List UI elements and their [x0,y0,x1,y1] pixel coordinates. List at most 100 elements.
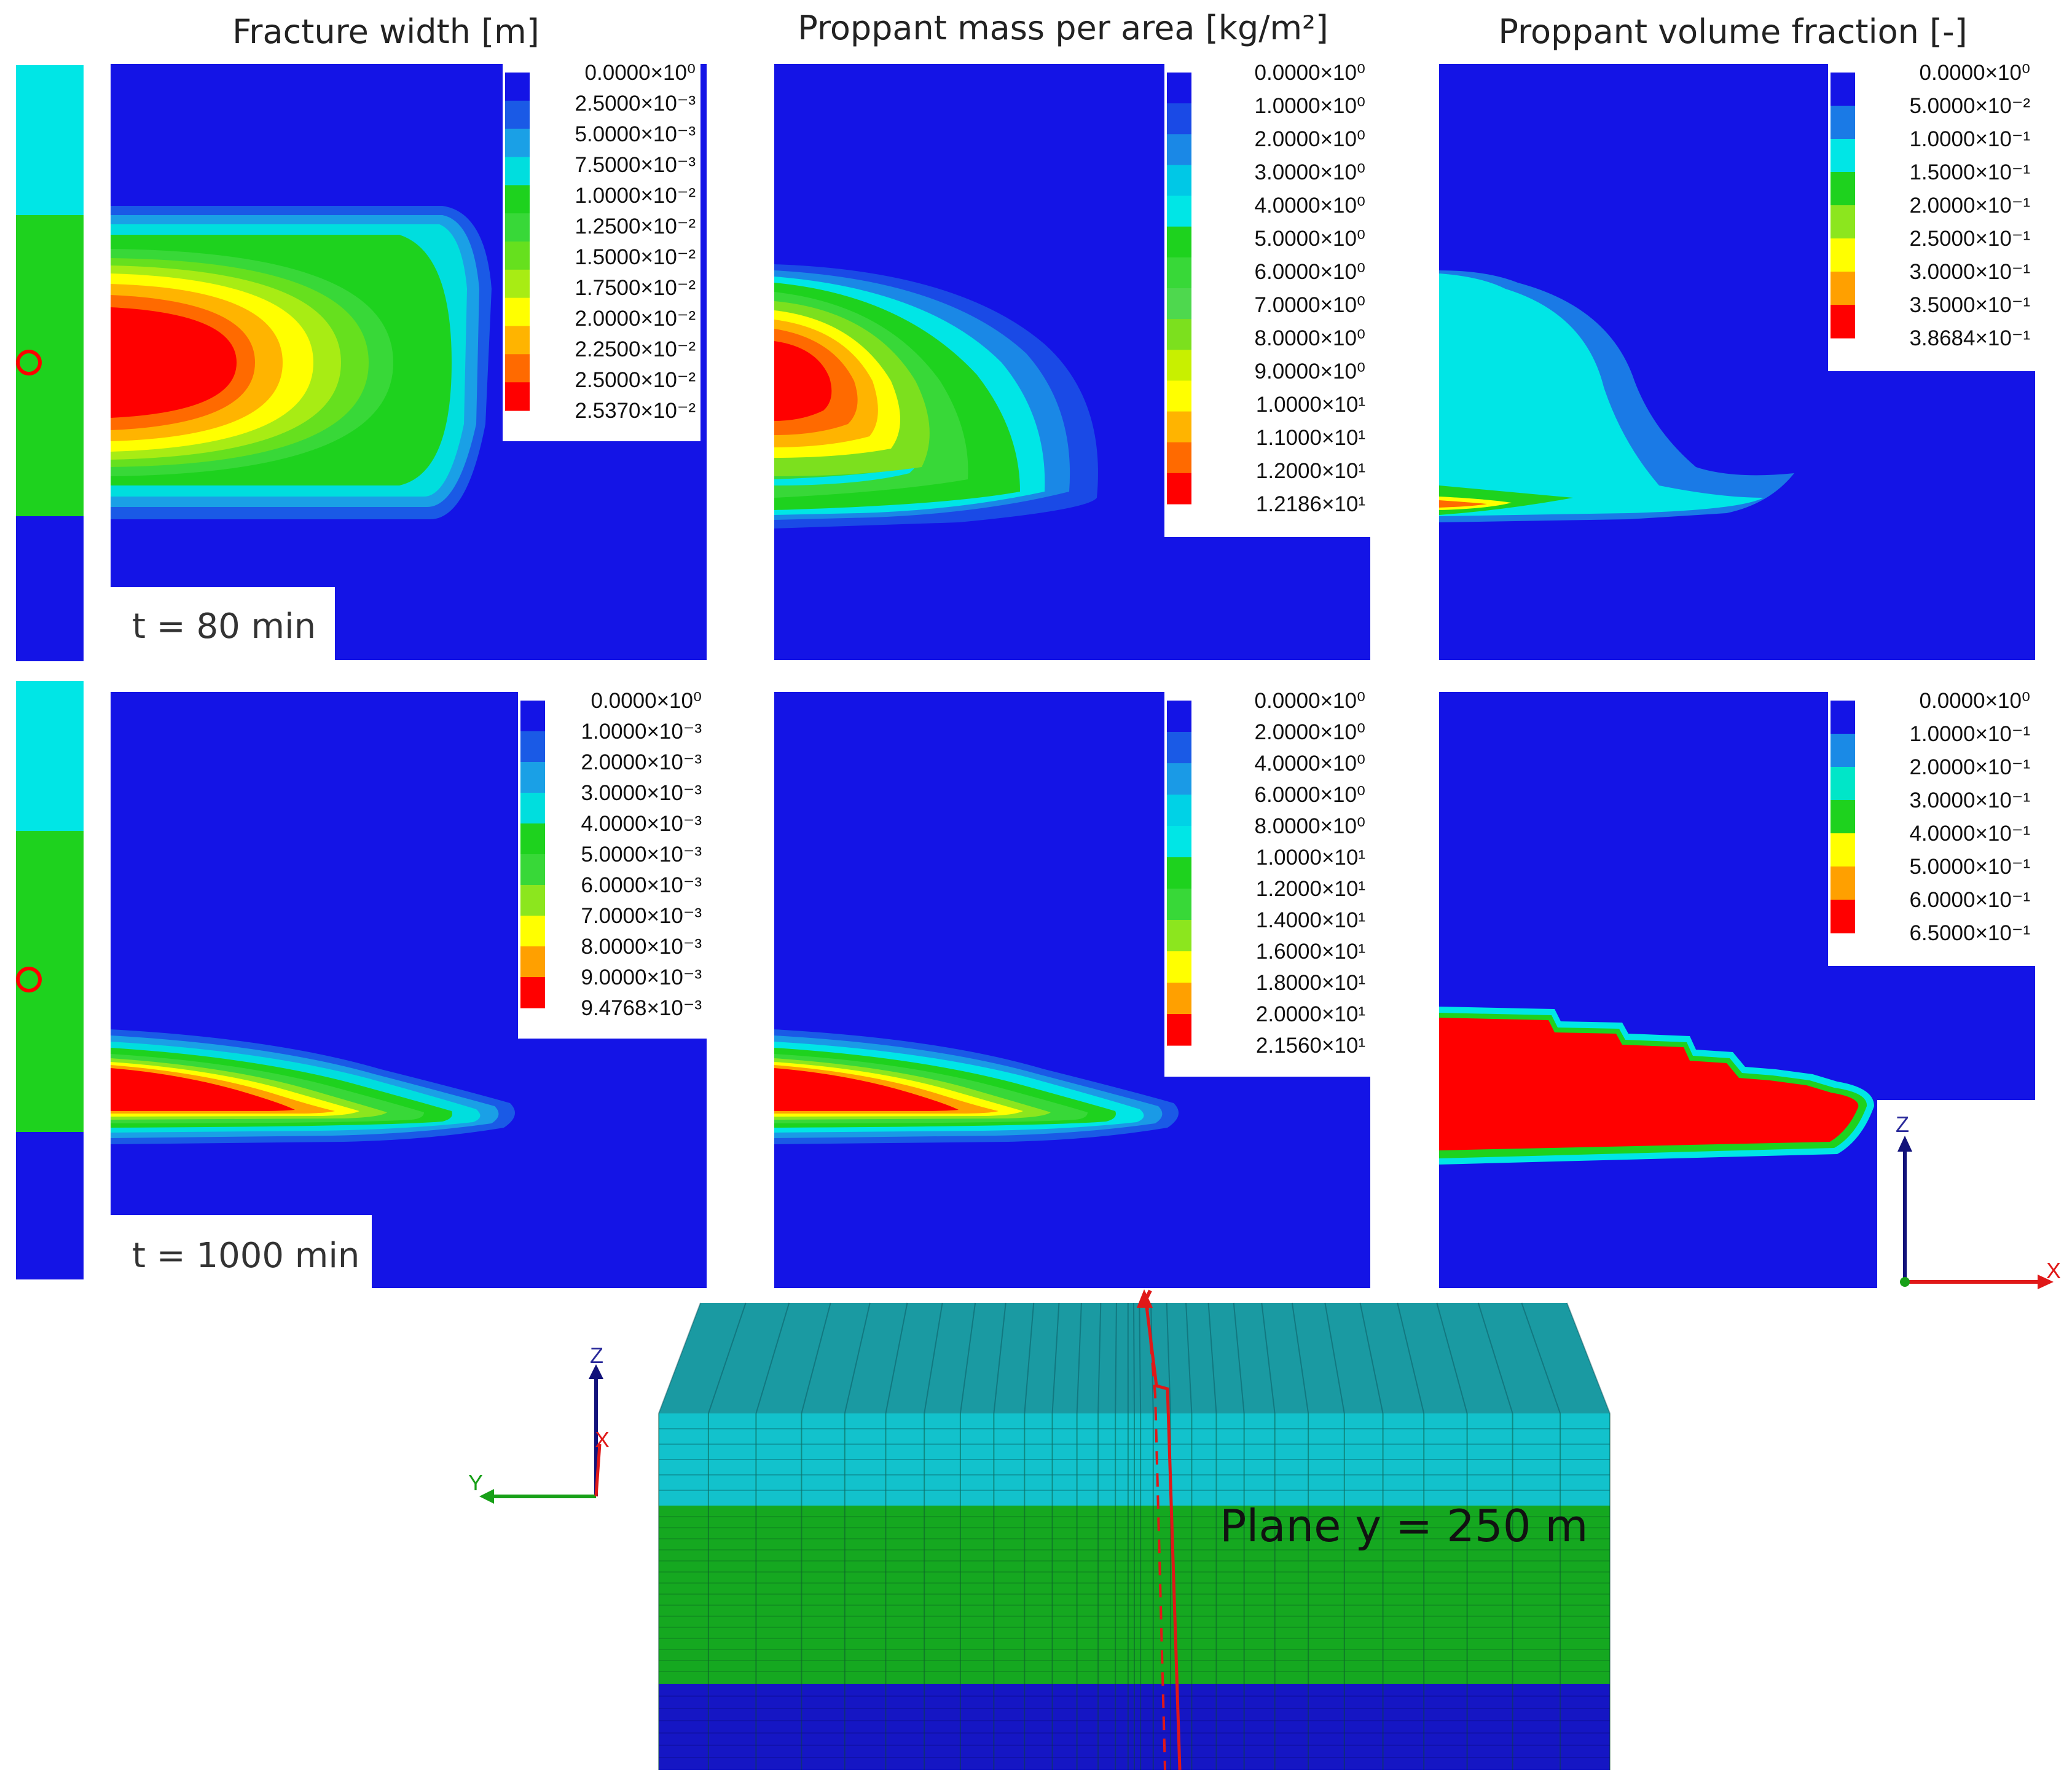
legend-swatch [1167,350,1191,382]
legend-label: 6.0000×10⁻³ [581,873,702,897]
legend-label: 4.0000×10⁻³ [581,812,702,836]
legend-swatch [1831,866,1855,900]
legend-swatch [520,854,545,886]
axis-label-x: X [595,1427,610,1452]
legend-swatch [1167,134,1191,166]
legend-swatch [1167,226,1191,258]
legend-label: 3.0000×10⁻¹ [1909,260,2030,284]
legend-swatch [1831,900,1855,933]
column-title-volume-fraction: Proppant volume fraction [-] [1498,12,1967,51]
legend-label: 1.2000×10¹ [1256,459,1365,483]
panel-volume-fraction-80min: 0.0000×10⁰ 5.0000×10⁻² 1.0000×10⁻¹ 1.5000×1… [1439,61,2035,660]
legend-swatch [1167,983,1191,1015]
legend-swatch [505,73,530,101]
legend-label: 5.0000×10⁻² [1909,94,2030,118]
time-label-1000min: t = 1000 min [132,1236,359,1276]
legend-label: 2.2500×10⁻² [575,337,696,361]
legend-label: 0.0000×10⁰ [591,689,702,713]
layer-strip-bottom [16,681,84,1279]
axis-label-x: X [2046,1258,2061,1283]
legend-label: 6.0000×10⁰ [1255,260,1365,284]
legend-label: 1.0000×10⁻² [575,184,696,208]
legend-swatch [1167,442,1191,474]
legend-label: 2.5000×10⁻¹ [1909,227,2030,251]
legend-swatch [1167,920,1191,952]
perforation-marker [16,967,42,992]
legend-label: 1.2000×10¹ [1256,877,1365,901]
legend-label: 4.0000×10⁰ [1255,752,1365,776]
legend-swatch [505,157,530,186]
legend-label: 1.1000×10¹ [1256,426,1365,450]
legend-swatch [520,731,545,763]
legend-label: 6.0000×10⁰ [1255,783,1365,807]
legend-swatch [1831,172,1855,206]
legend-label: 9.0000×10⁰ [1255,360,1365,383]
legend-swatch [520,885,545,916]
legend-label: 2.0000×10⁰ [1255,720,1365,744]
legend-label: 9.4768×10⁻³ [581,996,702,1020]
legend-swatch [1831,205,1855,239]
legend-label: 5.0000×10⁻³ [581,843,702,866]
legend-label: 8.0000×10⁰ [1255,326,1365,350]
legend-label: 5.0000×10⁻¹ [1909,855,2030,879]
legend-swatch [505,213,530,242]
legend-swatch [1167,732,1191,764]
legend-label: 0.0000×10⁰ [1255,689,1365,713]
legend-background [518,692,707,1039]
axis-triad-yz: Z Y X [468,1343,610,1504]
legend-swatch [1167,319,1191,350]
legend-swatch [520,701,545,732]
legend-label: 1.8000×10¹ [1256,971,1365,995]
panel-fracture-width-1000min: t = 1000 min 0.0000×10⁰ 1.0000×10⁻³ 2.0000… [111,689,707,1288]
legend-background [1828,64,2035,371]
legend-label: 1.0000×10¹ [1256,846,1365,870]
legend-proppant-mass-80min: 0.0000×10⁰ 1.0000×10⁰ 2.0000×10⁰ 3.0000×10⁰… [1164,61,1370,537]
mesh-lines [658,1302,1611,1770]
legend-swatch [505,269,530,299]
legend-swatch [520,823,545,855]
legend-label: 0.0000×10⁰ [1920,689,2030,713]
legend-label: 3.0000×10⁻³ [581,781,702,805]
panel-volume-fraction-1000min: 0.0000×10⁰ 1.0000×10⁻¹ 2.0000×10⁻¹ 3.0000×1… [1439,689,2035,1288]
legend-fracture-width-1000min: 0.0000×10⁰ 1.0000×10⁻³ 2.0000×10⁻³ 3.0000×1… [518,689,707,1039]
legend-label: 0.0000×10⁰ [1255,61,1365,85]
layer-strip-top [16,65,84,661]
legend-swatch [505,100,530,130]
legend-label: 5.0000×10⁰ [1255,227,1365,251]
legend-label: 2.5370×10⁻² [575,399,696,423]
column-title-proppant-mass: Proppant mass per area [kg/m²] [798,9,1328,47]
panel-fracture-width-80min: t = 80 min 0.0000×10⁰ 2.5000×10⁻³ 5.0000×1… [111,61,707,660]
legend-label: 9.0000×10⁻³ [581,965,702,989]
legend-label: 1.5000×10⁻¹ [1909,160,2030,184]
legend-label: 8.0000×10⁰ [1255,814,1365,838]
legend-label: 2.0000×10¹ [1256,1002,1365,1026]
legend-swatch [1831,800,1855,834]
legend-swatch [1167,889,1191,921]
legend-swatch [1831,272,1855,305]
legend-swatch [1831,139,1855,173]
legend-proppant-mass-1000min: 0.0000×10⁰ 2.0000×10⁰ 4.0000×10⁰ 6.0000×10⁰… [1164,689,1370,1077]
legend-label: 4.0000×10⁰ [1255,194,1365,218]
legend-swatch [1831,767,1855,801]
legend-swatch [505,354,530,383]
legend-label: 0.0000×10⁰ [585,61,696,85]
legend-background [503,64,700,441]
legend-label: 2.0000×10⁻¹ [1909,755,2030,779]
axis-label-z: Z [590,1343,603,1368]
legend-swatch [1831,238,1855,272]
axis-label-y: Y [468,1470,483,1495]
legend-label: 2.0000×10⁻³ [581,750,702,774]
axis-triad-xz: Z X [1877,1100,2068,1297]
time-label-80min: t = 80 min [132,607,316,646]
legend-label: 2.5000×10⁻³ [575,92,696,116]
legend-swatch [1831,734,1855,768]
legend-swatch [1167,165,1191,197]
legend-swatch [1167,473,1191,505]
panel-proppant-mass-80min: 0.0000×10⁰ 1.0000×10⁰ 2.0000×10⁰ 3.0000×10⁰… [774,61,1370,660]
legend-label: 1.0000×10⁰ [1255,94,1365,118]
legend-swatch [1167,73,1191,104]
legend-swatch [1167,795,1191,827]
legend-label: 6.5000×10⁻¹ [1909,921,2030,945]
legend-label: 7.0000×10⁰ [1255,293,1365,317]
legend-label: 6.0000×10⁻¹ [1909,888,2030,912]
